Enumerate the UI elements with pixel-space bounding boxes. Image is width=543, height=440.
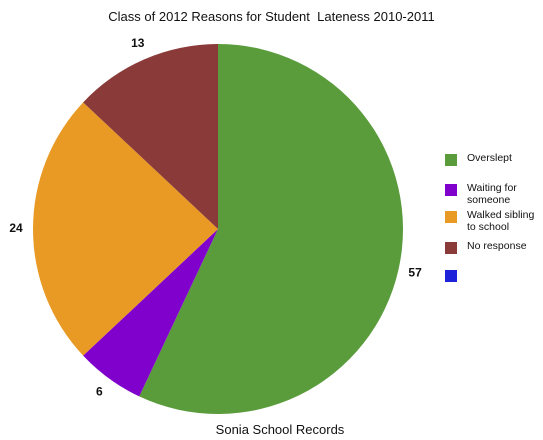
pie-slice-overslept — [139, 44, 404, 415]
legend-swatch — [445, 242, 457, 254]
pie-slice-walked-sibling-to-school — [33, 102, 218, 356]
pie-slice-no-response — [83, 44, 218, 229]
legend-label: No response — [467, 240, 527, 252]
slice-value-label: 13 — [131, 36, 145, 50]
chart-title: Class of 2012 Reasons for Student Latene… — [108, 9, 435, 24]
slice-value-label: 6 — [96, 385, 103, 399]
pie-slice-waiting-for-someone — [83, 229, 218, 397]
legend-swatch — [445, 184, 457, 196]
legend-label: Overslept — [467, 152, 512, 164]
pie-chart: 57 6 24 13 — [9, 36, 422, 415]
legend-swatch — [445, 154, 457, 166]
slice-value-label: 57 — [408, 265, 422, 279]
legend-swatch — [445, 211, 457, 223]
legend-label: Waiting for someone — [467, 182, 517, 206]
legend-label: Walked sibling to school — [467, 209, 535, 233]
chart-caption: Sonia School Records — [215, 422, 345, 437]
slice-value-label: 24 — [9, 221, 23, 235]
legend-swatch — [445, 270, 457, 282]
